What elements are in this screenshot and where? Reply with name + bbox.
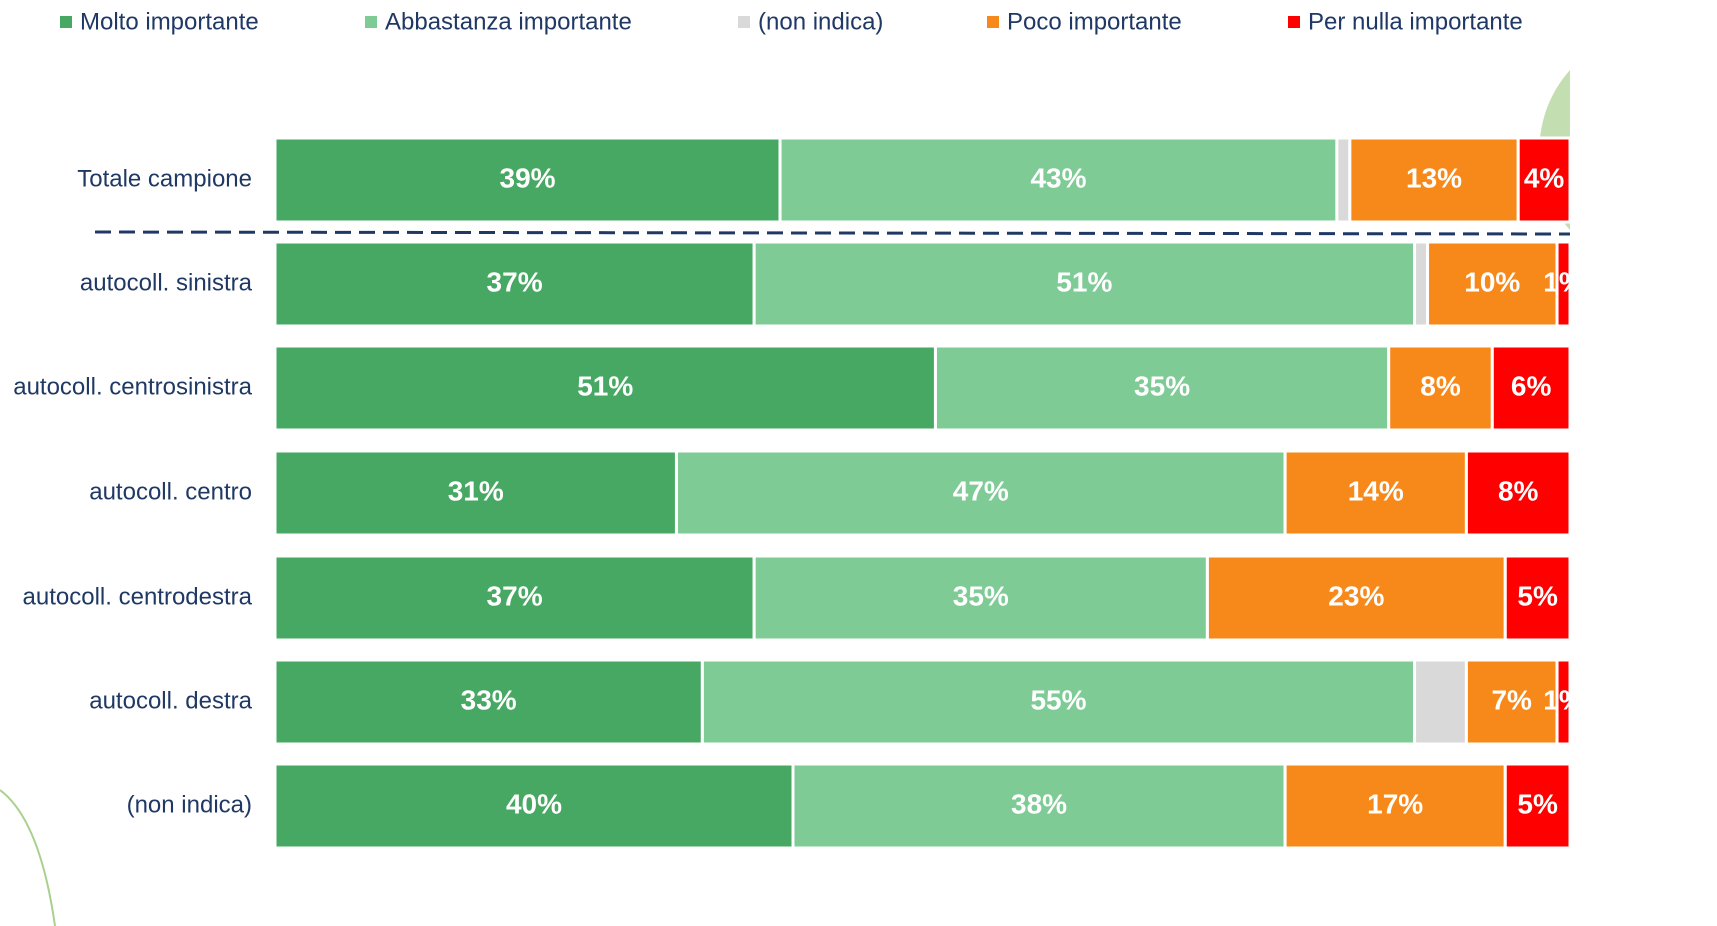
bar-segment — [1415, 242, 1428, 326]
y-tick-label: (non indica) — [127, 791, 252, 818]
data-label: 1% — [1543, 684, 1584, 715]
legend-swatch — [987, 16, 999, 28]
data-label: 4% — [1524, 162, 1565, 193]
data-label: 38% — [1011, 788, 1067, 819]
data-label: 8% — [1498, 475, 1539, 506]
data-label: 10% — [1464, 266, 1520, 297]
legend-label: (non indica) — [758, 8, 883, 35]
decoration — [0, 790, 55, 926]
legend-swatch — [365, 16, 377, 28]
bar-segment — [1415, 660, 1467, 744]
data-label: 39% — [500, 162, 556, 193]
data-label: 55% — [1030, 684, 1086, 715]
data-label: 37% — [487, 580, 543, 611]
legend-label: Per nulla importante — [1308, 8, 1523, 35]
legend-swatch — [60, 16, 72, 28]
data-label: 17% — [1367, 788, 1423, 819]
data-label: 35% — [953, 580, 1009, 611]
data-label: 37% — [487, 266, 543, 297]
data-label: 8% — [1420, 370, 1461, 401]
data-label: 1% — [1543, 266, 1584, 297]
data-label: 40% — [506, 788, 562, 819]
y-tick-label: autocoll. centrodestra — [23, 583, 253, 610]
data-label: 6% — [1511, 370, 1552, 401]
legend-swatch — [738, 16, 750, 28]
data-label: 13% — [1406, 162, 1462, 193]
y-tick-label: autocoll. centrosinistra — [13, 373, 252, 400]
data-label: 14% — [1348, 475, 1404, 506]
data-label: 43% — [1030, 162, 1086, 193]
bar-segment — [1337, 138, 1350, 222]
chart: Molto importante Abbastanza importante (no… — [0, 0, 1717, 926]
legend-label: Abbastanza importante — [385, 8, 632, 35]
data-label: 51% — [1056, 266, 1112, 297]
data-label: 5% — [1517, 580, 1558, 611]
separator — [95, 232, 1570, 234]
data-label: 5% — [1517, 788, 1558, 819]
data-label: 51% — [577, 370, 633, 401]
data-label: 47% — [953, 475, 1009, 506]
y-tick-label: autocoll. destra — [89, 687, 252, 714]
data-label: 33% — [461, 684, 517, 715]
y-tick-label: autocoll. centro — [89, 478, 252, 505]
y-tick-label: Totale campione — [77, 165, 252, 192]
legend-label: Molto importante — [80, 8, 259, 35]
legend-swatch — [1288, 16, 1300, 28]
data-label: 7% — [1491, 684, 1532, 715]
data-label: 23% — [1328, 580, 1384, 611]
legend-label: Poco importante — [1007, 8, 1182, 35]
y-tick-label: autocoll. sinistra — [80, 269, 253, 296]
data-label: 31% — [448, 475, 504, 506]
data-label: 35% — [1134, 370, 1190, 401]
